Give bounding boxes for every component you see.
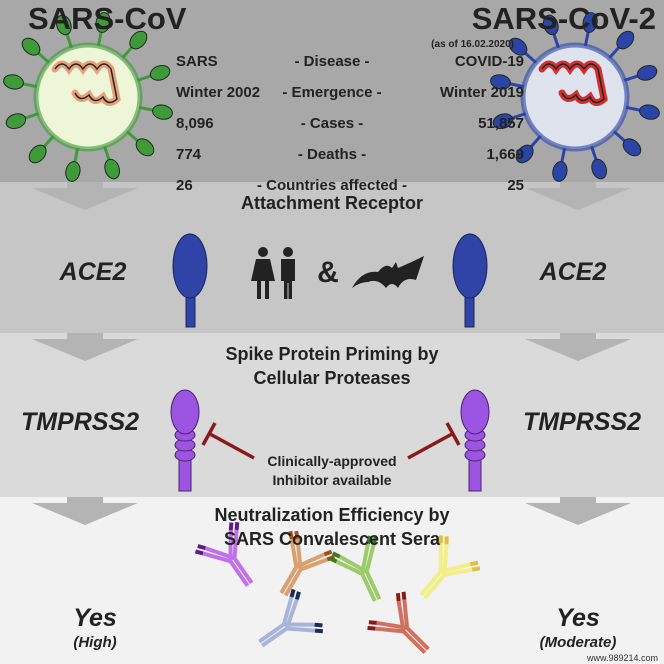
- comparison-left: 26: [176, 177, 193, 194]
- comparison-right: 1,669: [486, 146, 524, 163]
- bat-icon: [352, 256, 424, 288]
- down-arrow-icon: [32, 182, 138, 210]
- right-neutralization: Yes: [556, 604, 600, 632]
- band-receptor: [0, 182, 664, 333]
- band-neutralization: [0, 497, 664, 664]
- ace2-receptor-right: [452, 233, 488, 328]
- neutralization-heading-2: SARS Convalescent Sera: [223, 529, 441, 549]
- left-neutralization: Yes: [73, 604, 117, 632]
- comparison-left: 774: [176, 146, 202, 163]
- virus-sars-cov-2: [490, 12, 660, 182]
- down-arrow-icon: [32, 497, 138, 525]
- tmprss2-protease-right: [460, 389, 490, 492]
- receptor-heading: Attachment Receptor: [240, 193, 424, 213]
- down-arrow-icon: [525, 333, 631, 361]
- virus-sars-cov: [3, 12, 173, 182]
- antibody-icon: [367, 591, 430, 655]
- comparison-label: - Countries affected -: [256, 177, 408, 194]
- watermark: www.989214.com: [586, 653, 658, 663]
- priming-heading-2: Cellular Proteases: [253, 368, 411, 388]
- right-receptor-label: ACE2: [539, 258, 607, 286]
- comparison-label: - Disease -: [294, 53, 370, 70]
- inhibitor-left: [201, 422, 255, 460]
- left-protease-label: TMPRSS2: [20, 408, 140, 436]
- comparison-right: 25: [507, 177, 524, 194]
- antibody-icon: [279, 530, 336, 597]
- antibody-icon: [328, 535, 382, 602]
- down-arrow-icon: [525, 497, 631, 525]
- left-neutralization-level: (High): [73, 634, 117, 651]
- comparison-label: - Deaths -: [297, 146, 367, 163]
- inhibitor-note-2: Inhibitor available: [272, 472, 392, 488]
- antibody-icon: [419, 535, 481, 600]
- tmprss2-protease-left: [170, 389, 200, 492]
- comparison-right: COVID-19: [454, 53, 524, 70]
- neutralization-heading-1: Neutralization Efficiency by: [214, 505, 450, 525]
- date-note: (as of 16.02.2020): [431, 39, 514, 50]
- antibody-icon: [194, 521, 254, 587]
- right-virus-title: SARS-CoV-2: [471, 1, 656, 36]
- ampersand: &: [317, 256, 339, 289]
- left-virus-title: SARS-CoV: [28, 1, 187, 36]
- down-arrow-icon: [32, 333, 138, 361]
- comparison-label: - Cases -: [300, 115, 364, 132]
- priming-heading-1: Spike Protein Priming by: [225, 344, 439, 364]
- band-priming: [0, 333, 664, 497]
- ace2-receptor-left: [172, 233, 208, 328]
- left-receptor-label: ACE2: [59, 258, 127, 286]
- comparison-right: Winter 2019: [439, 84, 524, 101]
- right-neutralization-level: (Moderate): [539, 634, 617, 651]
- comparison-right: 51,857: [478, 115, 524, 132]
- comparison-left: Winter 2002: [176, 84, 261, 101]
- antibody-icon: [258, 588, 324, 648]
- inhibitor-note-1: Clinically-approved: [267, 453, 397, 469]
- human-icon: [251, 247, 295, 299]
- comparison-left: 8,096: [176, 115, 214, 132]
- comparison-left: SARS: [176, 53, 218, 70]
- right-protease-label: TMPRSS2: [522, 408, 642, 436]
- down-arrow-icon: [525, 182, 631, 210]
- comparison-label: - Emergence -: [282, 84, 382, 101]
- inhibitor-right: [407, 422, 461, 460]
